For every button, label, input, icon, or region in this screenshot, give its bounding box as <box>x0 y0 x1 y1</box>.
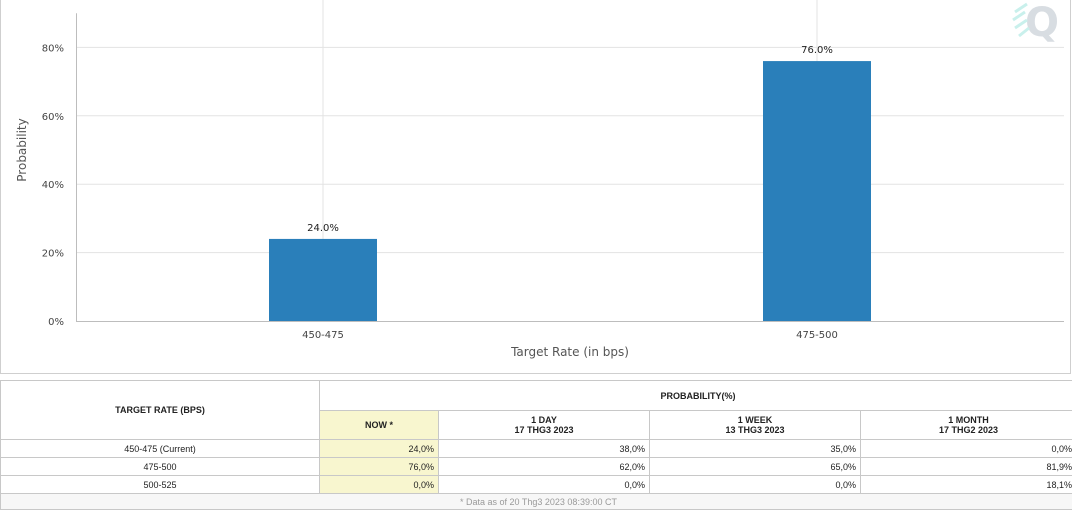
column-label: 1 MONTH <box>948 415 989 425</box>
y-axis-title: Probability <box>15 118 29 181</box>
probability-cell: 24,0% <box>319 439 439 458</box>
y-tick-label: 20% <box>42 249 64 260</box>
table-row: 450-475 (Current) 24,0% 38,0% 35,0% 0,0% <box>0 439 1072 458</box>
column-label: 1 WEEK <box>737 415 773 425</box>
target-rate-header: TARGET RATE (BPS) <box>0 380 320 440</box>
rate-cell: 450-475 (Current) <box>0 439 320 458</box>
column-header-1: 1 DAY 17 THG3 2023 <box>438 410 650 440</box>
bar-chart: 0% 20% 40% 60% 80% 24.0% 450-475 76.0% 475-500 Ta… <box>15 0 1064 359</box>
column-date: 13 THG3 2023 <box>725 425 785 435</box>
data-footnote: * Data as of 20 Thg3 2023 08:39:00 CT <box>0 493 1072 510</box>
logo-icon: Q <box>1012 0 1059 44</box>
svg-text:Q: Q <box>1025 0 1059 44</box>
table-body: 450-475 (Current) 24,0% 38,0% 35,0% 0,0% 475-… <box>0 439 1072 494</box>
labels: 0% 20% 40% 60% 80% 24.0% 450-475 76.0% 475-500 Ta… <box>15 43 838 359</box>
y-tick-label: 60% <box>42 112 64 123</box>
bar-450-475[interactable] <box>269 238 377 321</box>
probability-cell: 76,0% <box>319 457 439 476</box>
probability-table-container: TARGET RATE (BPS) PROBABILITY(%) NOW * 1 … <box>0 380 1072 510</box>
data-label: 24.0% <box>307 223 339 234</box>
x-axis-title: Target Rate (in bps) <box>510 345 629 359</box>
x-tick-label: 475-500 <box>796 330 838 341</box>
probability-cell: 18,1% <box>860 475 1072 494</box>
y-tick-label: 80% <box>42 43 64 54</box>
column-date: 17 THG3 2023 <box>514 425 574 435</box>
probability-cell: 65,0% <box>649 457 861 476</box>
bars <box>269 61 871 322</box>
probability-cell: 0,0% <box>649 475 861 494</box>
probability-table: TARGET RATE (BPS) PROBABILITY(%) NOW * 1 … <box>0 380 1072 510</box>
probability-cell: 0,0% <box>319 475 439 494</box>
probability-cell: 0,0% <box>860 439 1072 458</box>
table-row: 500-525 0,0% 0,0% 0,0% 18,1% <box>0 475 1072 494</box>
y-tick-label: 0% <box>48 317 64 328</box>
probability-cell: 62,0% <box>438 457 650 476</box>
probability-cell: 38,0% <box>438 439 650 458</box>
table-row: 475-500 76,0% 62,0% 65,0% 81,9% <box>0 457 1072 476</box>
column-header-0: NOW * <box>319 410 439 440</box>
probability-header: PROBABILITY(%) <box>319 380 1072 411</box>
column-label: NOW * <box>365 420 393 430</box>
data-label: 76.0% <box>801 45 833 56</box>
probability-cell: 0,0% <box>438 475 650 494</box>
column-header-row: NOW * 1 DAY 17 THG3 2023 1 WEEK 13 THG3 2023… <box>1 410 1072 440</box>
grid-lines <box>76 0 1064 322</box>
probability-cell: 35,0% <box>649 439 861 458</box>
rate-cell: 500-525 <box>0 475 320 494</box>
x-tick-label: 450-475 <box>302 330 344 341</box>
column-date: 17 THG2 2023 <box>938 425 999 435</box>
rate-cell: 475-500 <box>0 457 320 476</box>
y-tick-label: 40% <box>42 180 64 191</box>
column-label: 1 DAY <box>531 415 557 425</box>
bar-475-500[interactable] <box>763 61 871 322</box>
column-header-3: 1 MONTH 17 THG2 2023 <box>860 410 1072 440</box>
chart-panel: 0% 20% 40% 60% 80% 24.0% 450-475 76.0% 475-500 Ta… <box>0 0 1071 374</box>
column-header-2: 1 WEEK 13 THG3 2023 <box>649 410 861 440</box>
probability-cell: 81,9% <box>860 457 1072 476</box>
